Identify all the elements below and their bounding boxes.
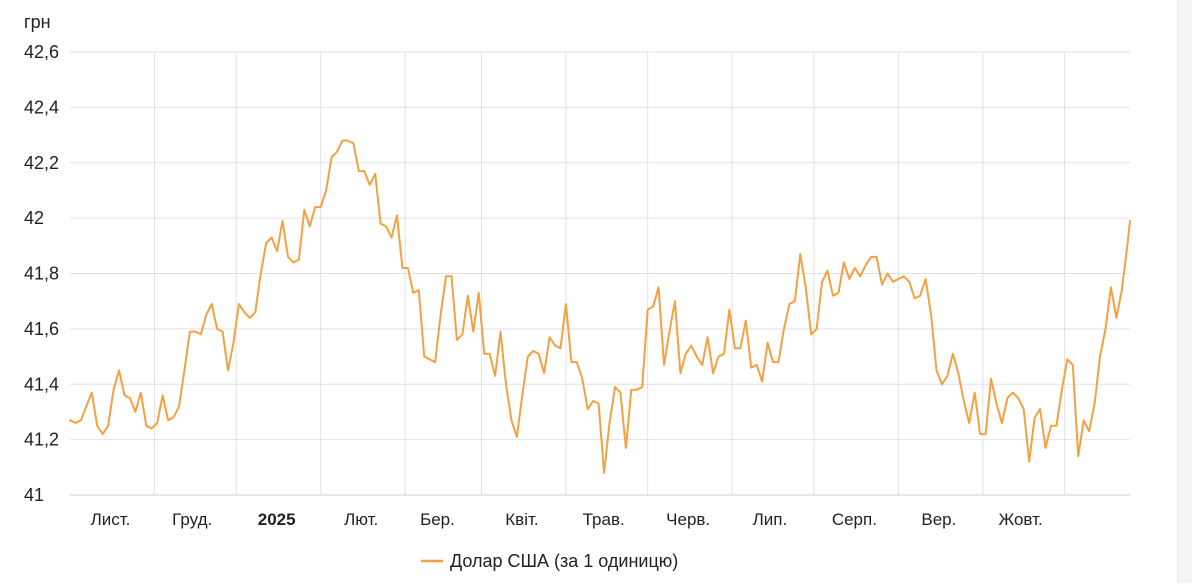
y-tick-label: 41,8: [24, 264, 59, 284]
vertical-gridlines: [153, 52, 1066, 495]
page-scrollbar[interactable]: [1177, 0, 1192, 583]
x-tick-label: Черв.: [666, 510, 710, 529]
x-tick-label: Трав.: [583, 510, 625, 529]
y-tick-label: 42,6: [24, 42, 59, 62]
x-tick-label: Лист.: [91, 510, 131, 529]
x-tick-label: Вер.: [921, 510, 956, 529]
y-axis-tick-labels: 41 41,2 41,4 41,6 41,8 42 42,2 42,4 42,6: [24, 42, 59, 505]
series-line-usd[interactable]: [69, 139, 1131, 474]
y-tick-label: 41,2: [24, 430, 59, 450]
series-layer: [69, 139, 1131, 474]
y-tick-label: 42,4: [24, 97, 59, 117]
x-tick-label: 2025: [258, 510, 296, 529]
y-tick-label: 42,2: [24, 153, 59, 173]
legend[interactable]: Долар США (за 1 одиницю): [421, 551, 678, 571]
x-tick-label: Бер.: [420, 510, 455, 529]
x-tick-label: Лют.: [344, 510, 378, 529]
y-tick-label: 41,4: [24, 374, 59, 394]
x-tick-label: Жовт.: [998, 510, 1042, 529]
x-axis-tick-labels: Лист. Груд. 2025 Лют. Бер. Квіт. Трав. Черв. Лип…: [91, 510, 1043, 529]
horizontal-gridlines: [70, 51, 1130, 496]
legend-label: Долар США (за 1 одиницю): [450, 551, 678, 571]
y-tick-label: 41,6: [24, 319, 59, 339]
x-tick-label: Лип.: [753, 510, 788, 529]
x-tick-label: Серп.: [832, 510, 877, 529]
y-axis-unit-label: грн: [24, 12, 51, 32]
y-tick-label: 42: [24, 208, 44, 228]
y-tick-label: 41: [24, 485, 44, 505]
x-tick-label: Груд.: [172, 510, 212, 529]
x-tick-label: Квіт.: [505, 510, 538, 529]
